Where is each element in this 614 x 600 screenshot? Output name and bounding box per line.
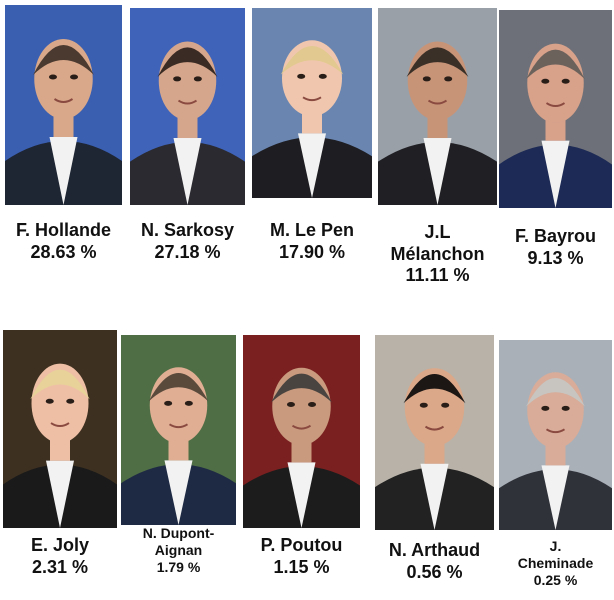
candidate-result: 28.63 % bbox=[30, 241, 97, 262]
candidate-result: 1.15 % bbox=[273, 556, 330, 577]
candidate-label: N. Arthaud 0.56 % bbox=[370, 540, 500, 583]
candidate-name: F. Hollande bbox=[15, 220, 111, 240]
candidate-label: N. Dupont-Aignan 1.79 % bbox=[120, 525, 238, 575]
candidate-result: 11.11 % bbox=[405, 265, 470, 286]
candidate-label: F. Hollande 28.63 % bbox=[0, 220, 134, 263]
candidate-photo bbox=[121, 335, 236, 525]
candidate-photo bbox=[252, 8, 372, 198]
candidate-name: N. Arthaud bbox=[388, 540, 481, 560]
candidate-result: 17.90 % bbox=[278, 241, 346, 262]
candidate-photo bbox=[243, 335, 360, 528]
candidate-photo bbox=[499, 10, 612, 208]
candidate-label: J.L Mélanchon 11.11 % bbox=[378, 222, 498, 287]
candidate-name: E. Joly bbox=[30, 535, 90, 555]
candidate-label: P. Poutou 1.15 % bbox=[237, 535, 367, 578]
candidate-name: F. Bayrou bbox=[514, 226, 597, 246]
candidate-photo bbox=[130, 8, 245, 205]
candidate-name: N. Dupont-Aignan bbox=[142, 525, 215, 558]
candidate-photo bbox=[378, 8, 497, 205]
candidate-result: 9.13 % bbox=[527, 247, 584, 268]
candidate-name: M. Le Pen bbox=[269, 220, 354, 240]
candidate-photo bbox=[5, 5, 122, 205]
candidate-label: M. Le Pen 17.90 % bbox=[242, 220, 382, 263]
candidate-name: P. Poutou bbox=[260, 535, 343, 555]
candidate-name: J. Cheminade bbox=[517, 538, 594, 571]
candidate-name: N. Sarkosy bbox=[140, 220, 235, 240]
candidate-result: 2.31 % bbox=[31, 556, 89, 577]
candidate-result: 1.79 % bbox=[156, 558, 201, 575]
candidate-label: J. Cheminade 0.25 % bbox=[516, 538, 596, 588]
candidate-photo bbox=[3, 330, 117, 528]
candidate-photo bbox=[375, 335, 494, 530]
candidate-label: N. Sarkosy 27.18 % bbox=[118, 220, 258, 263]
candidate-photo bbox=[499, 340, 612, 530]
candidate-result: 0.25 % bbox=[533, 571, 578, 588]
candidate-label: F. Bayrou 9.13 % bbox=[496, 226, 614, 269]
candidate-name: J.L Mélanchon bbox=[390, 222, 485, 264]
candidate-label: E. Joly 2.31 % bbox=[0, 535, 120, 578]
candidate-result: 27.18 % bbox=[154, 241, 221, 262]
candidate-result: 0.56 % bbox=[406, 561, 463, 582]
